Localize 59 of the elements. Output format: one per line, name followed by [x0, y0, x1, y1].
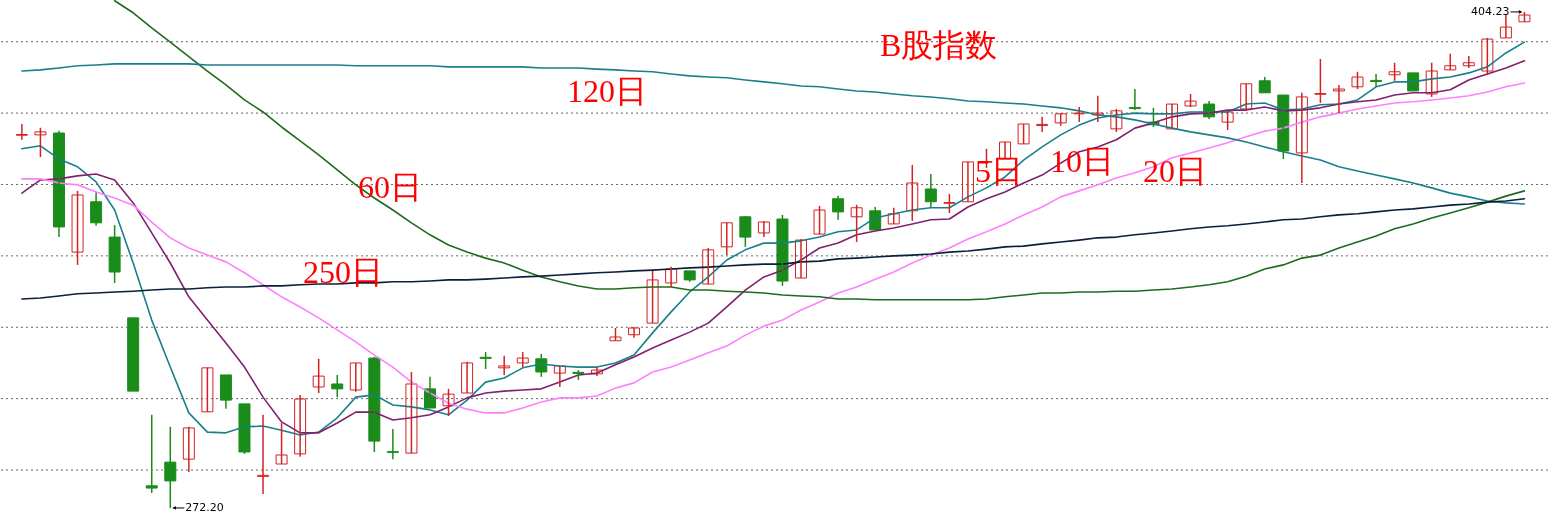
candlestick — [331, 374, 344, 398]
candlestick — [590, 366, 603, 377]
candlestick — [312, 358, 325, 394]
candlestick — [1295, 92, 1308, 184]
candlestick — [1166, 103, 1178, 130]
candlestick — [553, 365, 566, 388]
annotation: 404.23 — [1470, 4, 1510, 18]
candlestick — [294, 394, 307, 458]
candlestick — [461, 361, 474, 394]
candlestick — [943, 193, 956, 214]
candlestick — [498, 355, 511, 376]
candlestick — [238, 403, 251, 455]
candlestick — [720, 222, 733, 256]
candlestick — [34, 126, 47, 158]
text: B股指数 — [880, 27, 998, 63]
candlestick — [71, 190, 84, 266]
candlestick — [386, 428, 399, 460]
candlestick — [257, 414, 270, 495]
candlestick — [739, 215, 752, 248]
candlestick — [275, 422, 288, 465]
candlestick — [1240, 83, 1253, 110]
candlestick — [108, 224, 121, 284]
candlestick — [757, 220, 770, 238]
candlestick — [1110, 108, 1123, 133]
series-label: 250日 — [303, 254, 383, 290]
candlestick — [1481, 37, 1494, 76]
candlestick — [15, 123, 28, 141]
candlestick — [794, 238, 807, 279]
candlestick — [1332, 84, 1345, 114]
candlestick — [1425, 61, 1438, 98]
candlestick — [201, 367, 214, 413]
candlestick — [127, 317, 140, 392]
candlestick — [145, 414, 158, 494]
candlestick — [1017, 123, 1030, 145]
candlestick — [850, 204, 863, 243]
candlestick — [776, 214, 789, 287]
candlestick — [813, 205, 826, 235]
series-label: 120日 — [567, 73, 647, 109]
candlestick — [1444, 52, 1457, 71]
candlestick — [1462, 55, 1475, 69]
candlestick — [1221, 111, 1234, 131]
candlestick — [1036, 116, 1049, 133]
candlestick — [665, 266, 678, 288]
annotation: 272.20 — [185, 500, 224, 514]
candlestick — [702, 247, 715, 285]
candlestick — [1073, 106, 1086, 123]
candlestick — [1314, 58, 1327, 104]
candlestick — [182, 426, 195, 473]
candlestick — [906, 164, 919, 222]
candlestick — [961, 161, 974, 203]
candlestick — [628, 326, 641, 339]
candlestick — [405, 371, 418, 454]
candlestick — [349, 362, 362, 393]
series-label: 20日 — [1143, 153, 1207, 189]
candlestick — [1091, 95, 1104, 123]
candlestick — [646, 270, 659, 324]
candlestick — [1388, 61, 1401, 82]
candlestick — [1407, 72, 1420, 92]
candlestick — [442, 388, 455, 417]
